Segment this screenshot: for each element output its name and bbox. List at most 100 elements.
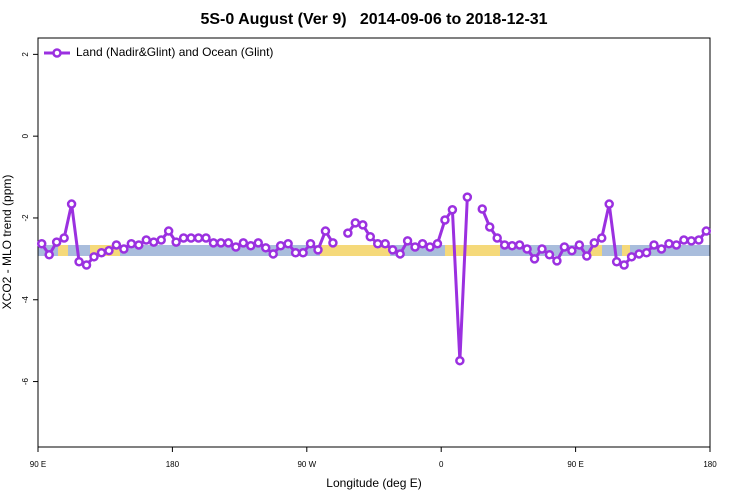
point — [111, 240, 122, 250]
point — [298, 247, 308, 258]
point — [141, 235, 152, 245]
point — [410, 242, 420, 252]
point — [440, 215, 450, 225]
point — [641, 247, 652, 258]
point — [246, 241, 256, 251]
point — [201, 233, 211, 243]
point — [320, 226, 331, 236]
point — [372, 238, 383, 249]
point — [477, 204, 488, 214]
point — [462, 192, 473, 202]
point — [126, 238, 137, 249]
point — [253, 238, 264, 248]
point — [268, 249, 278, 259]
point — [604, 199, 614, 209]
y-tick-label: -2 — [21, 214, 30, 222]
x-tick-label: 90 E — [567, 460, 583, 469]
point — [171, 237, 181, 247]
x-tick-label: 180 — [703, 460, 717, 469]
point — [567, 245, 577, 256]
point — [596, 233, 607, 243]
point — [231, 242, 241, 252]
point — [484, 222, 495, 232]
point — [163, 226, 174, 236]
point — [507, 241, 517, 251]
point — [634, 249, 644, 259]
y-tick-label: 2 — [21, 52, 30, 57]
point — [656, 244, 667, 254]
point — [51, 237, 62, 247]
point — [358, 220, 368, 230]
point — [582, 251, 592, 261]
point — [134, 240, 144, 250]
point — [559, 242, 570, 252]
y-tick-label: -6 — [21, 377, 30, 385]
point — [313, 245, 323, 255]
point — [350, 218, 361, 228]
x-tick-label: 90 E — [30, 460, 46, 469]
point — [649, 240, 659, 250]
point — [522, 244, 532, 254]
point — [89, 252, 99, 262]
point — [701, 226, 712, 236]
point — [514, 240, 525, 250]
point — [328, 238, 338, 248]
point — [574, 240, 585, 250]
point — [455, 355, 465, 366]
point — [544, 250, 555, 260]
point — [626, 252, 637, 262]
point — [193, 233, 204, 243]
x-tick-label: 180 — [166, 460, 180, 469]
point — [537, 244, 547, 254]
point — [499, 240, 510, 250]
y-tick-label: -4 — [21, 296, 30, 304]
point — [417, 238, 428, 249]
point — [238, 238, 249, 248]
point — [686, 236, 697, 246]
x-tick-label: 0 — [439, 460, 444, 469]
point — [81, 260, 92, 270]
point — [402, 236, 413, 246]
point — [305, 238, 316, 249]
point — [59, 233, 69, 243]
y-axis-label: XCO2 - MLO trend (ppm) — [0, 175, 14, 310]
point — [74, 256, 84, 267]
point — [619, 260, 629, 270]
point — [208, 238, 219, 248]
point — [679, 235, 689, 245]
point — [387, 245, 398, 255]
point — [365, 232, 376, 242]
point — [589, 238, 600, 248]
y-tick-label: 0 — [21, 133, 30, 138]
point — [186, 233, 196, 243]
point — [447, 205, 458, 215]
series-line — [40, 197, 708, 361]
point — [611, 256, 622, 267]
point — [694, 235, 704, 245]
point — [216, 238, 226, 248]
point — [425, 242, 435, 252]
x-tick-label: 90 W — [297, 460, 316, 469]
legend-marker — [52, 48, 62, 58]
point — [275, 241, 286, 251]
point — [156, 235, 166, 245]
point — [148, 237, 159, 247]
point — [96, 247, 107, 258]
point — [290, 247, 301, 258]
point — [343, 228, 353, 238]
point — [223, 238, 234, 248]
chart-title: 5S-0 August (Ver 9) 2014-09-06 to 2018-1… — [200, 11, 547, 28]
point — [104, 245, 114, 256]
point — [380, 238, 390, 249]
point — [529, 254, 540, 264]
point — [178, 233, 189, 243]
point — [395, 249, 405, 259]
point — [44, 250, 54, 260]
point — [66, 199, 77, 209]
point — [664, 238, 674, 249]
point — [492, 233, 502, 243]
point — [552, 256, 562, 266]
point — [671, 240, 682, 250]
point — [283, 238, 293, 249]
